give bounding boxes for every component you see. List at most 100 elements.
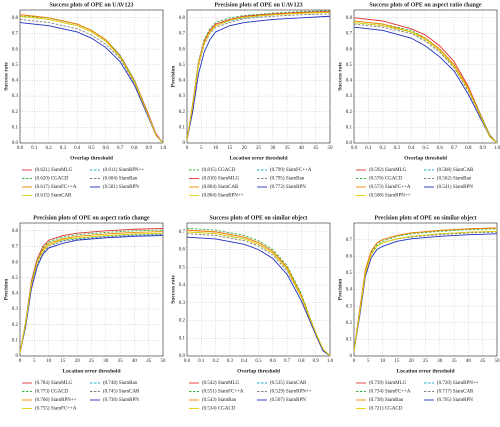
x-tick-label: 50 [495, 359, 500, 364]
legend-label: (0.562) SiamBan [437, 177, 472, 182]
y-tick-label: 0.4 [12, 79, 19, 84]
legend-label: (0.739) SiamMLG [369, 381, 407, 386]
x-tick-label: 0.4 [74, 146, 81, 151]
x-tick-label: 0.0 [351, 146, 358, 151]
y-axis-label: Precision [3, 279, 9, 301]
x-tick-label: 0.7 [284, 359, 291, 364]
y-tick-label: 0.7 [12, 32, 19, 37]
legend-label: (0.738) SiamBan [369, 398, 404, 403]
x-tick-label: 15 [227, 146, 233, 151]
x-axis-label: Overlap threshold [70, 155, 113, 161]
plot-frame [353, 9, 498, 144]
series-line [19, 232, 164, 353]
x-tick-label: 0.2 [212, 359, 219, 364]
legend-label: (0.721) CGACD [369, 407, 403, 412]
x-tick-label: 0.6 [103, 146, 110, 151]
y-tick-label: 0.6 [179, 248, 186, 253]
y-tick-label: 0 [183, 141, 186, 146]
chart-title: Precision plots of OPE on similar object [374, 215, 476, 221]
x-tick-label: 35 [118, 359, 124, 364]
series-line [353, 228, 498, 352]
legend-label: (0.810) SiamMLG [202, 177, 240, 182]
x-tick-label: 25 [256, 146, 262, 151]
x-tick-label: 1.0 [327, 359, 334, 364]
x-tick-label: 0 [19, 359, 22, 364]
chart-panel: 0 5 10 15 20 25 30 35 40 45 50 0 0.1 0.2 0.3 0.4 0.5 0.6 0… [3, 215, 166, 411]
y-tick-label: 0.4 [346, 79, 353, 84]
legend-label: (0.772) SiamRPN [270, 185, 306, 190]
y-tick-label: 0.1 [12, 125, 19, 130]
legend-label: (0.795) SiamBan [270, 177, 305, 182]
y-tick-label: 0.6 [179, 47, 186, 52]
legend-label: (0.705) SiamRPN [437, 398, 473, 403]
x-tick-label: 0.1 [365, 146, 372, 151]
legend-label: (0.766) SiamRPN++ [35, 398, 77, 403]
y-tick-label: 0.1 [12, 338, 19, 343]
legend-label: (0.804) SiamRPN++ [202, 194, 244, 199]
y-tick-label: 0.2 [179, 319, 186, 324]
y-tick-label: 0.3 [12, 307, 19, 312]
plot-frame [353, 222, 498, 357]
y-tick-label: 0 [16, 354, 19, 359]
y-tick-label: 0.5 [346, 63, 353, 68]
chart-title: Success plots of OPE on aspect ratio cha… [369, 2, 482, 8]
x-tick-label: 0.7 [117, 146, 124, 151]
series-line [353, 227, 498, 352]
legend-label: (0.748) SiamBan [103, 381, 138, 386]
legend-label: (0.804) SiamCAR [202, 185, 239, 190]
x-tick-label: 50 [161, 359, 167, 364]
x-axis-label: Location error threshold [62, 368, 120, 374]
chart-title: Precision plots of OPE on aspect ratio c… [33, 215, 150, 221]
legend-label: (0.734) SiamFC++A [369, 390, 411, 395]
x-tick-label: 0.0 [17, 146, 24, 151]
y-tick-label: 0.7 [346, 32, 353, 37]
x-tick-label: 0.2 [45, 146, 52, 151]
x-tick-label: 0.2 [379, 146, 386, 151]
x-tick-label: 20 [75, 359, 81, 364]
legend-label: (0.568) SiamRPN++ [369, 194, 411, 199]
y-tick-label: 0.2 [346, 321, 353, 326]
legend-label: (0.543) SiamBan [202, 398, 237, 403]
x-tick-label: 1.0 [494, 146, 500, 151]
x-tick-label: 5 [200, 146, 203, 151]
series-line [186, 236, 331, 357]
chart-title: Precision plots of OPE on UAV123 [214, 2, 302, 8]
legend-label: (0.738) SiamRPN [103, 398, 139, 403]
x-tick-label: 0.4 [408, 146, 415, 151]
x-tick-label: 0.5 [422, 146, 429, 151]
x-tick-label: 15 [60, 359, 66, 364]
y-tick-label: 0.2 [12, 110, 19, 115]
x-tick-label: 0.8 [298, 359, 305, 364]
x-tick-label: 5 [33, 359, 36, 364]
y-tick-label: 0.8 [12, 229, 19, 234]
legend-label: (0.717) SiamCAR [437, 390, 474, 395]
y-tick-label: 0.1 [179, 336, 186, 341]
series-line [353, 233, 498, 352]
series-line [353, 20, 498, 144]
chart-title: Success plots of OPE on similar object [210, 215, 308, 221]
legend-label: (0.620) CGACD [35, 177, 69, 182]
y-tick-label: 0.4 [346, 288, 353, 293]
legend-label: (0.507) SiamRPN [270, 398, 306, 403]
x-tick-label: 0 [186, 146, 189, 151]
chart-panel: 0.0 0.1 0.2 0.3 0.4 0.5 0.6 0.7 0.8 0.9 1.0 0.0 0.1 0… [170, 215, 333, 411]
series-line [19, 229, 164, 353]
y-tick-label: 0.0 [346, 141, 353, 146]
y-tick-label: 0.6 [346, 254, 353, 259]
x-tick-label: 5 [367, 359, 370, 364]
x-tick-label: 0.4 [241, 359, 248, 364]
y-tick-label: 0.2 [179, 110, 186, 115]
legend-label: (0.611) SiamRPN++ [103, 168, 144, 173]
y-tick-label: 0.1 [346, 125, 353, 130]
plot-frame [186, 222, 331, 357]
plot-frame [186, 9, 331, 144]
y-tick-label: 0.0 [12, 141, 19, 146]
legend-label: (0.581) SiamRPN [103, 185, 139, 190]
x-tick-label: 0.0 [184, 359, 191, 364]
y-axis-label: Precision [170, 66, 176, 88]
plot-frame [19, 222, 164, 357]
legend-label: (0.755) SiamFC++A [35, 407, 77, 412]
x-tick-label: 45 [313, 146, 319, 151]
x-tick-label: 40 [132, 359, 138, 364]
x-axis-label: Overlap threshold [237, 368, 280, 374]
